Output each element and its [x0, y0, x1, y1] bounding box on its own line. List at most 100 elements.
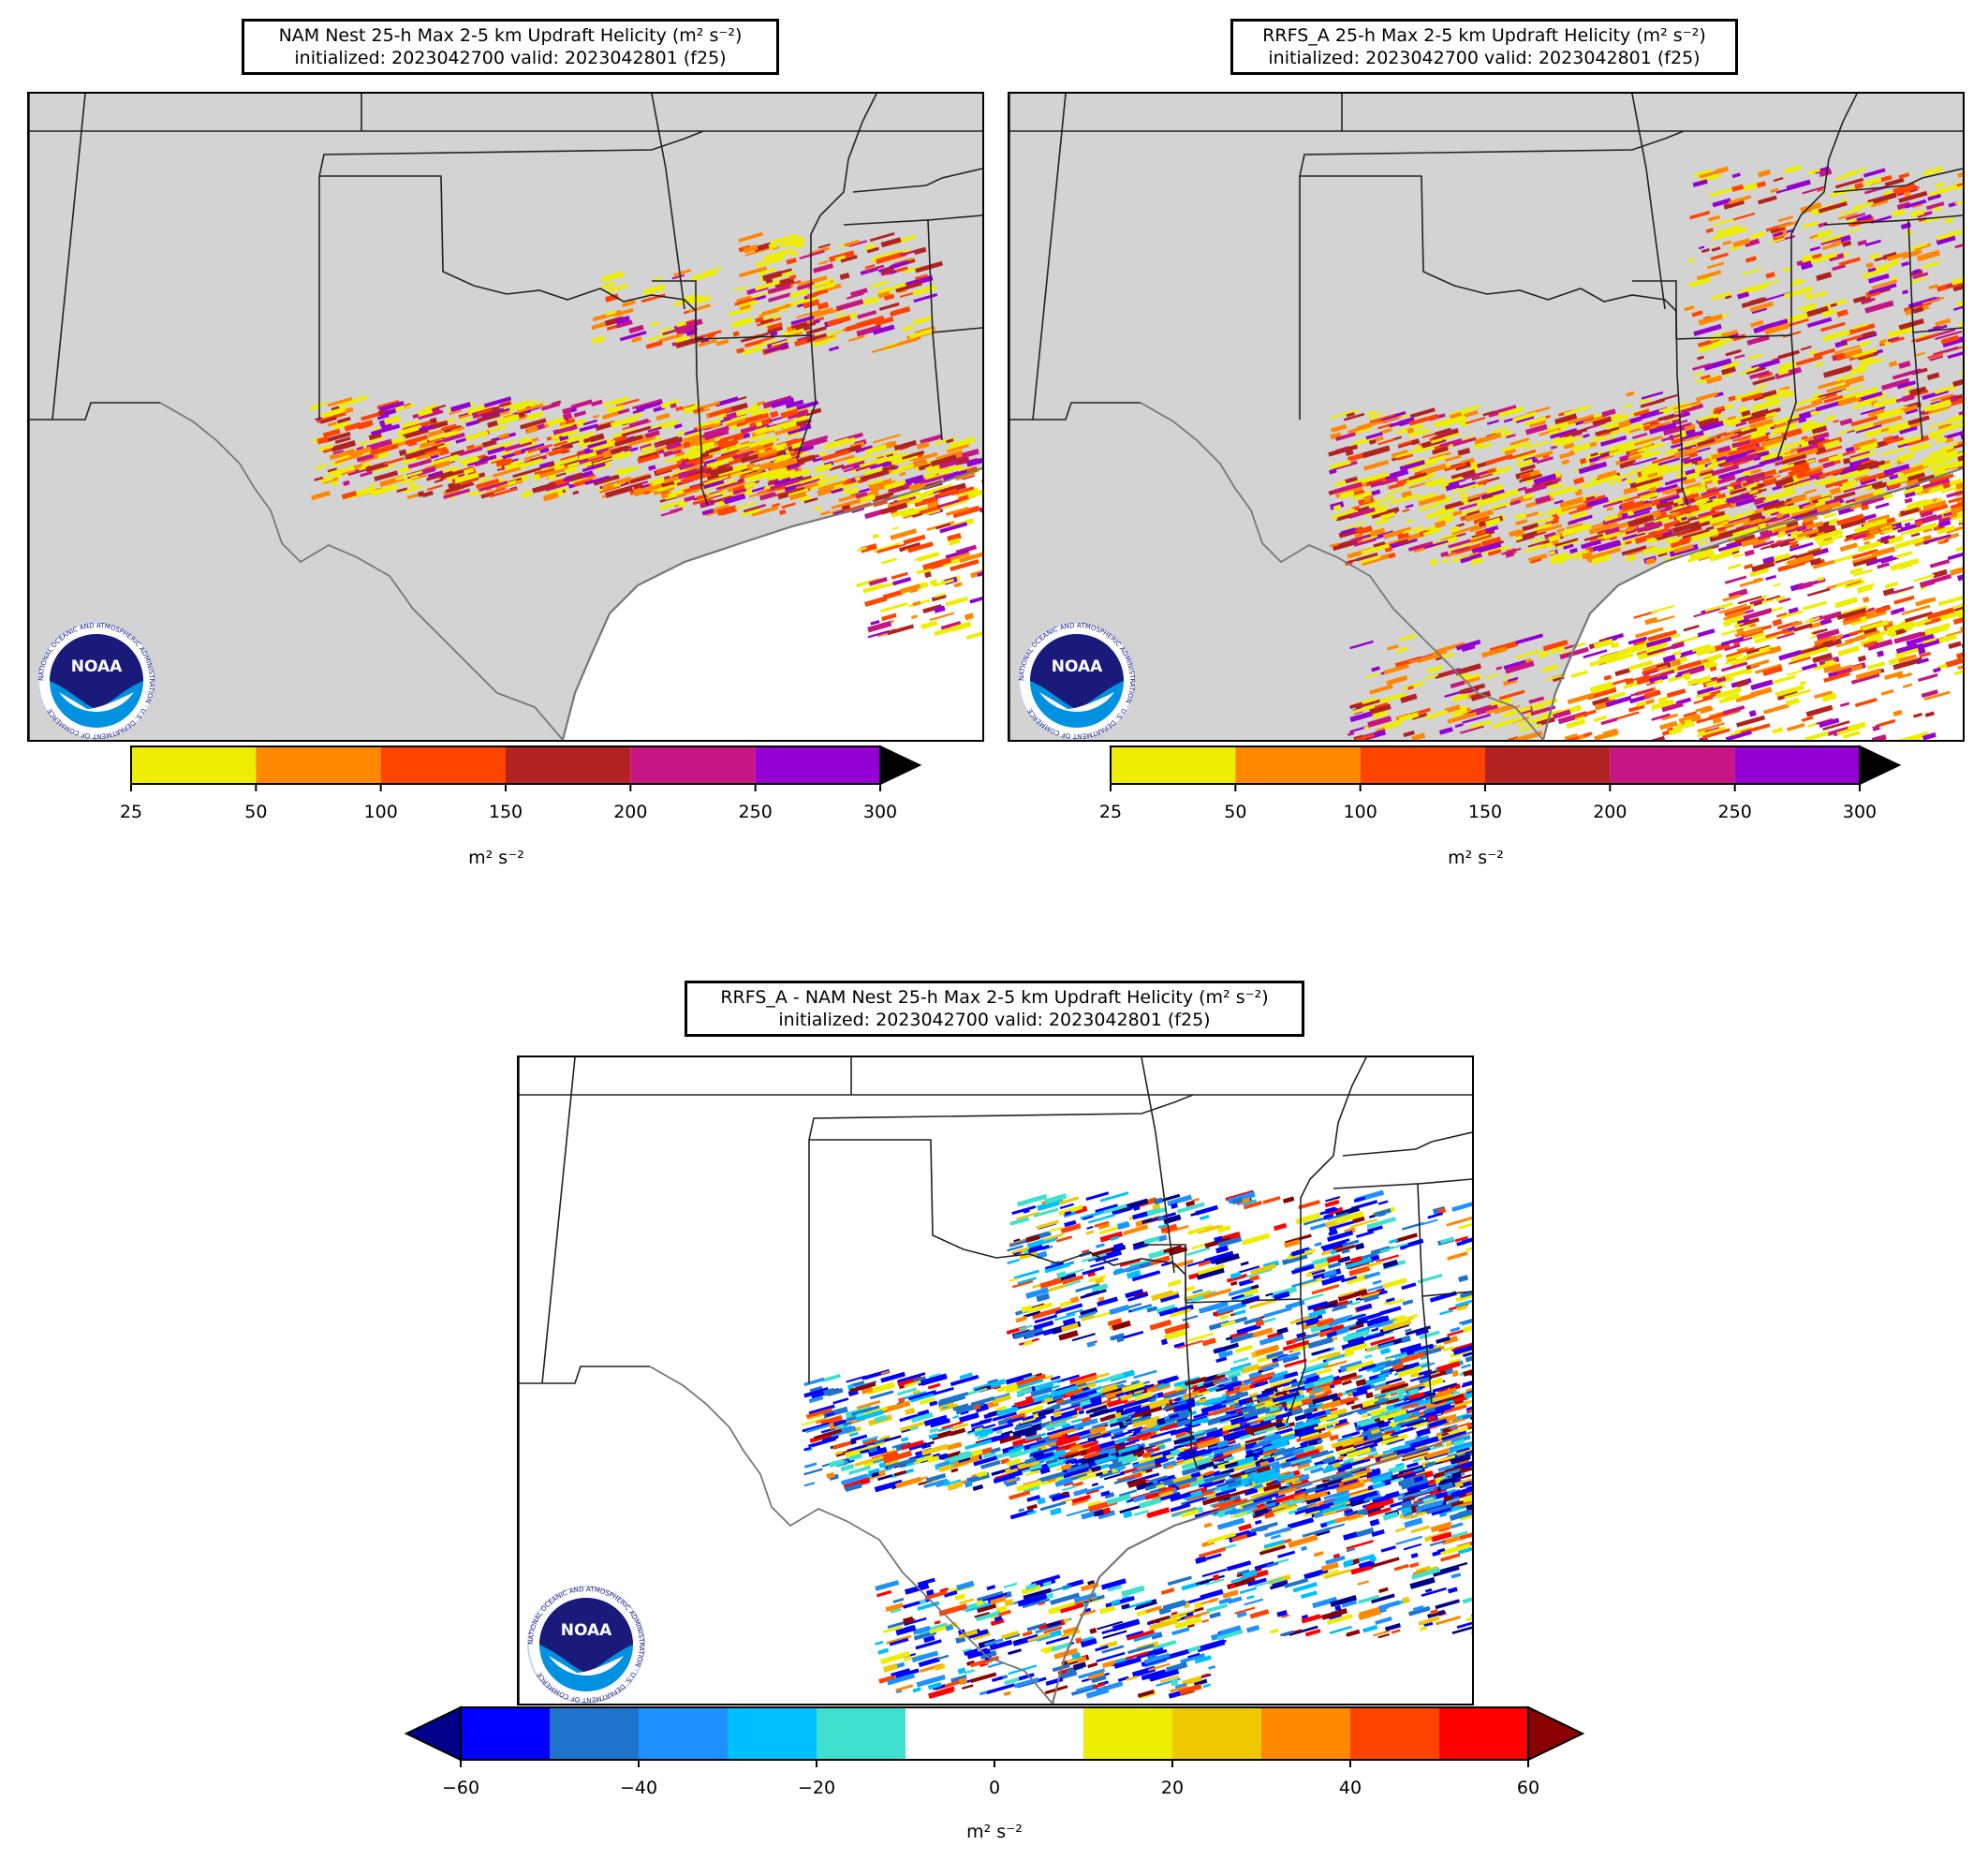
helicity-streak: [1839, 418, 1853, 426]
helicity-streak: [1799, 680, 1807, 686]
helicity-streak: [937, 1401, 955, 1410]
helicity-streak: [310, 405, 319, 411]
helicity-streak: [1620, 500, 1635, 508]
helicity-streak: [1559, 436, 1574, 446]
helicity-streak: [1774, 538, 1796, 547]
helicity-streak: [1824, 658, 1835, 668]
helicity-streak: [1893, 185, 1921, 196]
helicity-streak: [817, 450, 826, 457]
helicity-streak: [1329, 460, 1351, 470]
rrfs-map: NOAA NATIONAL OCEANIC AND ATMOSPHERIC ADM…: [1008, 92, 1965, 742]
helicity-streak: [1599, 435, 1627, 447]
helicity-streak: [1071, 1499, 1089, 1507]
helicity-streak: [930, 1418, 951, 1428]
helicity-streak: [1786, 521, 1799, 528]
helicity-streak: [1262, 1414, 1277, 1422]
helicity-streak: [1685, 468, 1696, 476]
helicity-streak: [1724, 605, 1751, 616]
helicity-streak: [609, 445, 629, 455]
helicity-streak: [810, 339, 830, 348]
helicity-streak: [1408, 427, 1430, 438]
helicity-streak: [1686, 482, 1701, 490]
diff-map: NOAA NATIONAL OCEANIC AND ATMOSPHERIC ADM…: [517, 1056, 1474, 1705]
helicity-streak: [973, 1404, 981, 1410]
helicity-streak: [1657, 735, 1666, 740]
helicity-streak: [950, 559, 979, 572]
helicity-streak: [570, 406, 578, 413]
helicity-streak: [1666, 688, 1686, 699]
helicity-streak: [767, 321, 783, 331]
helicity-streak: [359, 422, 371, 430]
helicity-streak: [1852, 347, 1878, 359]
helicity-streak: [1857, 239, 1867, 246]
helicity-streak: [1806, 305, 1830, 317]
helicity-streak: [748, 490, 769, 498]
helicity-streak: [512, 466, 541, 479]
helicity-streak: [1365, 670, 1390, 679]
helicity-streak: [1270, 1378, 1292, 1388]
helicity-streak: [703, 425, 729, 437]
helicity-streak: [876, 282, 906, 295]
helicity-streak: [1803, 304, 1817, 313]
helicity-streak: [1867, 661, 1886, 671]
helicity-streak: [1444, 463, 1466, 472]
helicity-streak: [1559, 496, 1584, 509]
helicity-streak: [1656, 533, 1674, 541]
helicity-streak: [498, 433, 509, 440]
helicity-streak: [808, 1404, 835, 1415]
helicity-streak: [383, 456, 405, 465]
helicity-streak: [1431, 648, 1448, 657]
helicity-streak: [1300, 1431, 1320, 1440]
helicity-streak: [1937, 519, 1951, 528]
helicity-streak: [1567, 692, 1595, 705]
helicity-streak: [758, 267, 777, 275]
helicity-streak: [1693, 372, 1703, 377]
helicity-streak: [717, 463, 730, 470]
helicity-streak: [329, 448, 356, 461]
helicity-streak: [1340, 527, 1357, 535]
helicity-streak: [1514, 512, 1527, 521]
helicity-streak: [1790, 505, 1821, 518]
helicity-streak: [1951, 511, 1963, 521]
helicity-streak: [826, 315, 851, 327]
helicity-streak: [1583, 731, 1593, 737]
helicity-streak: [1590, 451, 1598, 457]
helicity-streak: [1907, 415, 1930, 426]
helicity-streak: [1436, 495, 1452, 505]
helicity-streak: [443, 488, 471, 499]
helicity-streak: [934, 436, 957, 446]
helicity-streak: [1531, 537, 1546, 543]
colorbar-segment: [256, 746, 381, 784]
helicity-streak: [834, 1450, 844, 1455]
helicity-streak: [1863, 267, 1890, 279]
helicity-streak: [1752, 376, 1776, 386]
helicity-streak: [1884, 581, 1899, 589]
helicity-streak: [1914, 351, 1925, 357]
helicity-streak: [879, 601, 908, 613]
helicity-streak: [1441, 558, 1449, 564]
helicity-streak: [1850, 415, 1878, 427]
helicity-streak: [1952, 279, 1963, 292]
helicity-streak: [796, 303, 804, 308]
helicity-streak: [1401, 490, 1413, 499]
helicity-streak: [1801, 420, 1817, 430]
helicity-streak: [1720, 636, 1745, 646]
helicity-streak: [1849, 567, 1863, 575]
helicity-streak: [1748, 467, 1762, 475]
helicity-streak: [1120, 1394, 1133, 1402]
helicity-streak: [1429, 558, 1436, 563]
helicity-streak: [1653, 493, 1680, 503]
helicity-streak: [548, 447, 568, 457]
helicity-streak: [1802, 185, 1827, 195]
helicity-streak: [1668, 672, 1691, 683]
helicity-streak: [1364, 508, 1388, 518]
state-border: [695, 334, 817, 460]
state-border: [1299, 130, 1685, 177]
helicity-streak: [912, 451, 938, 463]
helicity-streak: [1954, 200, 1963, 205]
helicity-streak: [1846, 323, 1876, 336]
helicity-streak: [1778, 649, 1803, 661]
helicity-streak: [328, 465, 356, 477]
helicity-streak: [1807, 722, 1818, 729]
helicity-streak: [768, 292, 791, 303]
